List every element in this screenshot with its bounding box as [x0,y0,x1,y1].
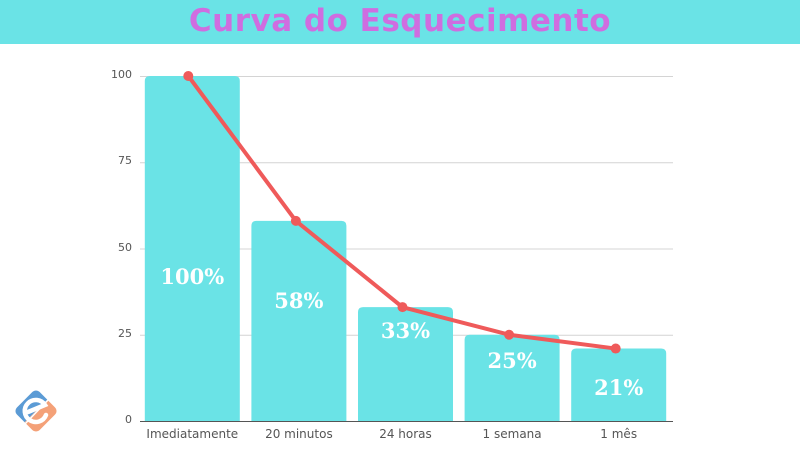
bars [144,76,667,421]
bar [358,307,453,421]
bar-value-label: 21% [594,375,644,400]
x-tick-label: Imediatamente [146,427,239,441]
x-tick-label: 1 semana [482,427,542,441]
y-tick-label: 100 [111,68,132,81]
curve-point [290,215,301,226]
chart-title: Curva do Esquecimento [188,3,612,39]
title-banner [0,0,800,44]
bar [144,76,240,421]
bar [464,334,560,421]
bar-value-label: 58% [274,288,324,313]
curve-point [504,329,515,340]
bar-value-label: 33% [380,318,431,343]
y-tick-label: 25 [118,326,132,340]
bar-value-label: 100% [160,264,225,289]
y-tick-label: 75 [118,154,132,168]
y-tick-label: 50 [118,240,132,254]
curve-point [183,71,194,81]
e-logo-icon [13,388,59,434]
curve-point [397,302,408,313]
y-tick-label: 0 [125,413,132,426]
bar [251,220,347,421]
bar [571,348,667,421]
x-tick-label: 20 minutos [265,427,333,441]
bar-value-label: 25% [487,348,537,373]
curve-point [610,343,621,354]
curve-line [183,71,621,354]
x-tick-label: 24 horas [379,427,432,441]
x-tick-label: 1 mês [600,427,638,441]
